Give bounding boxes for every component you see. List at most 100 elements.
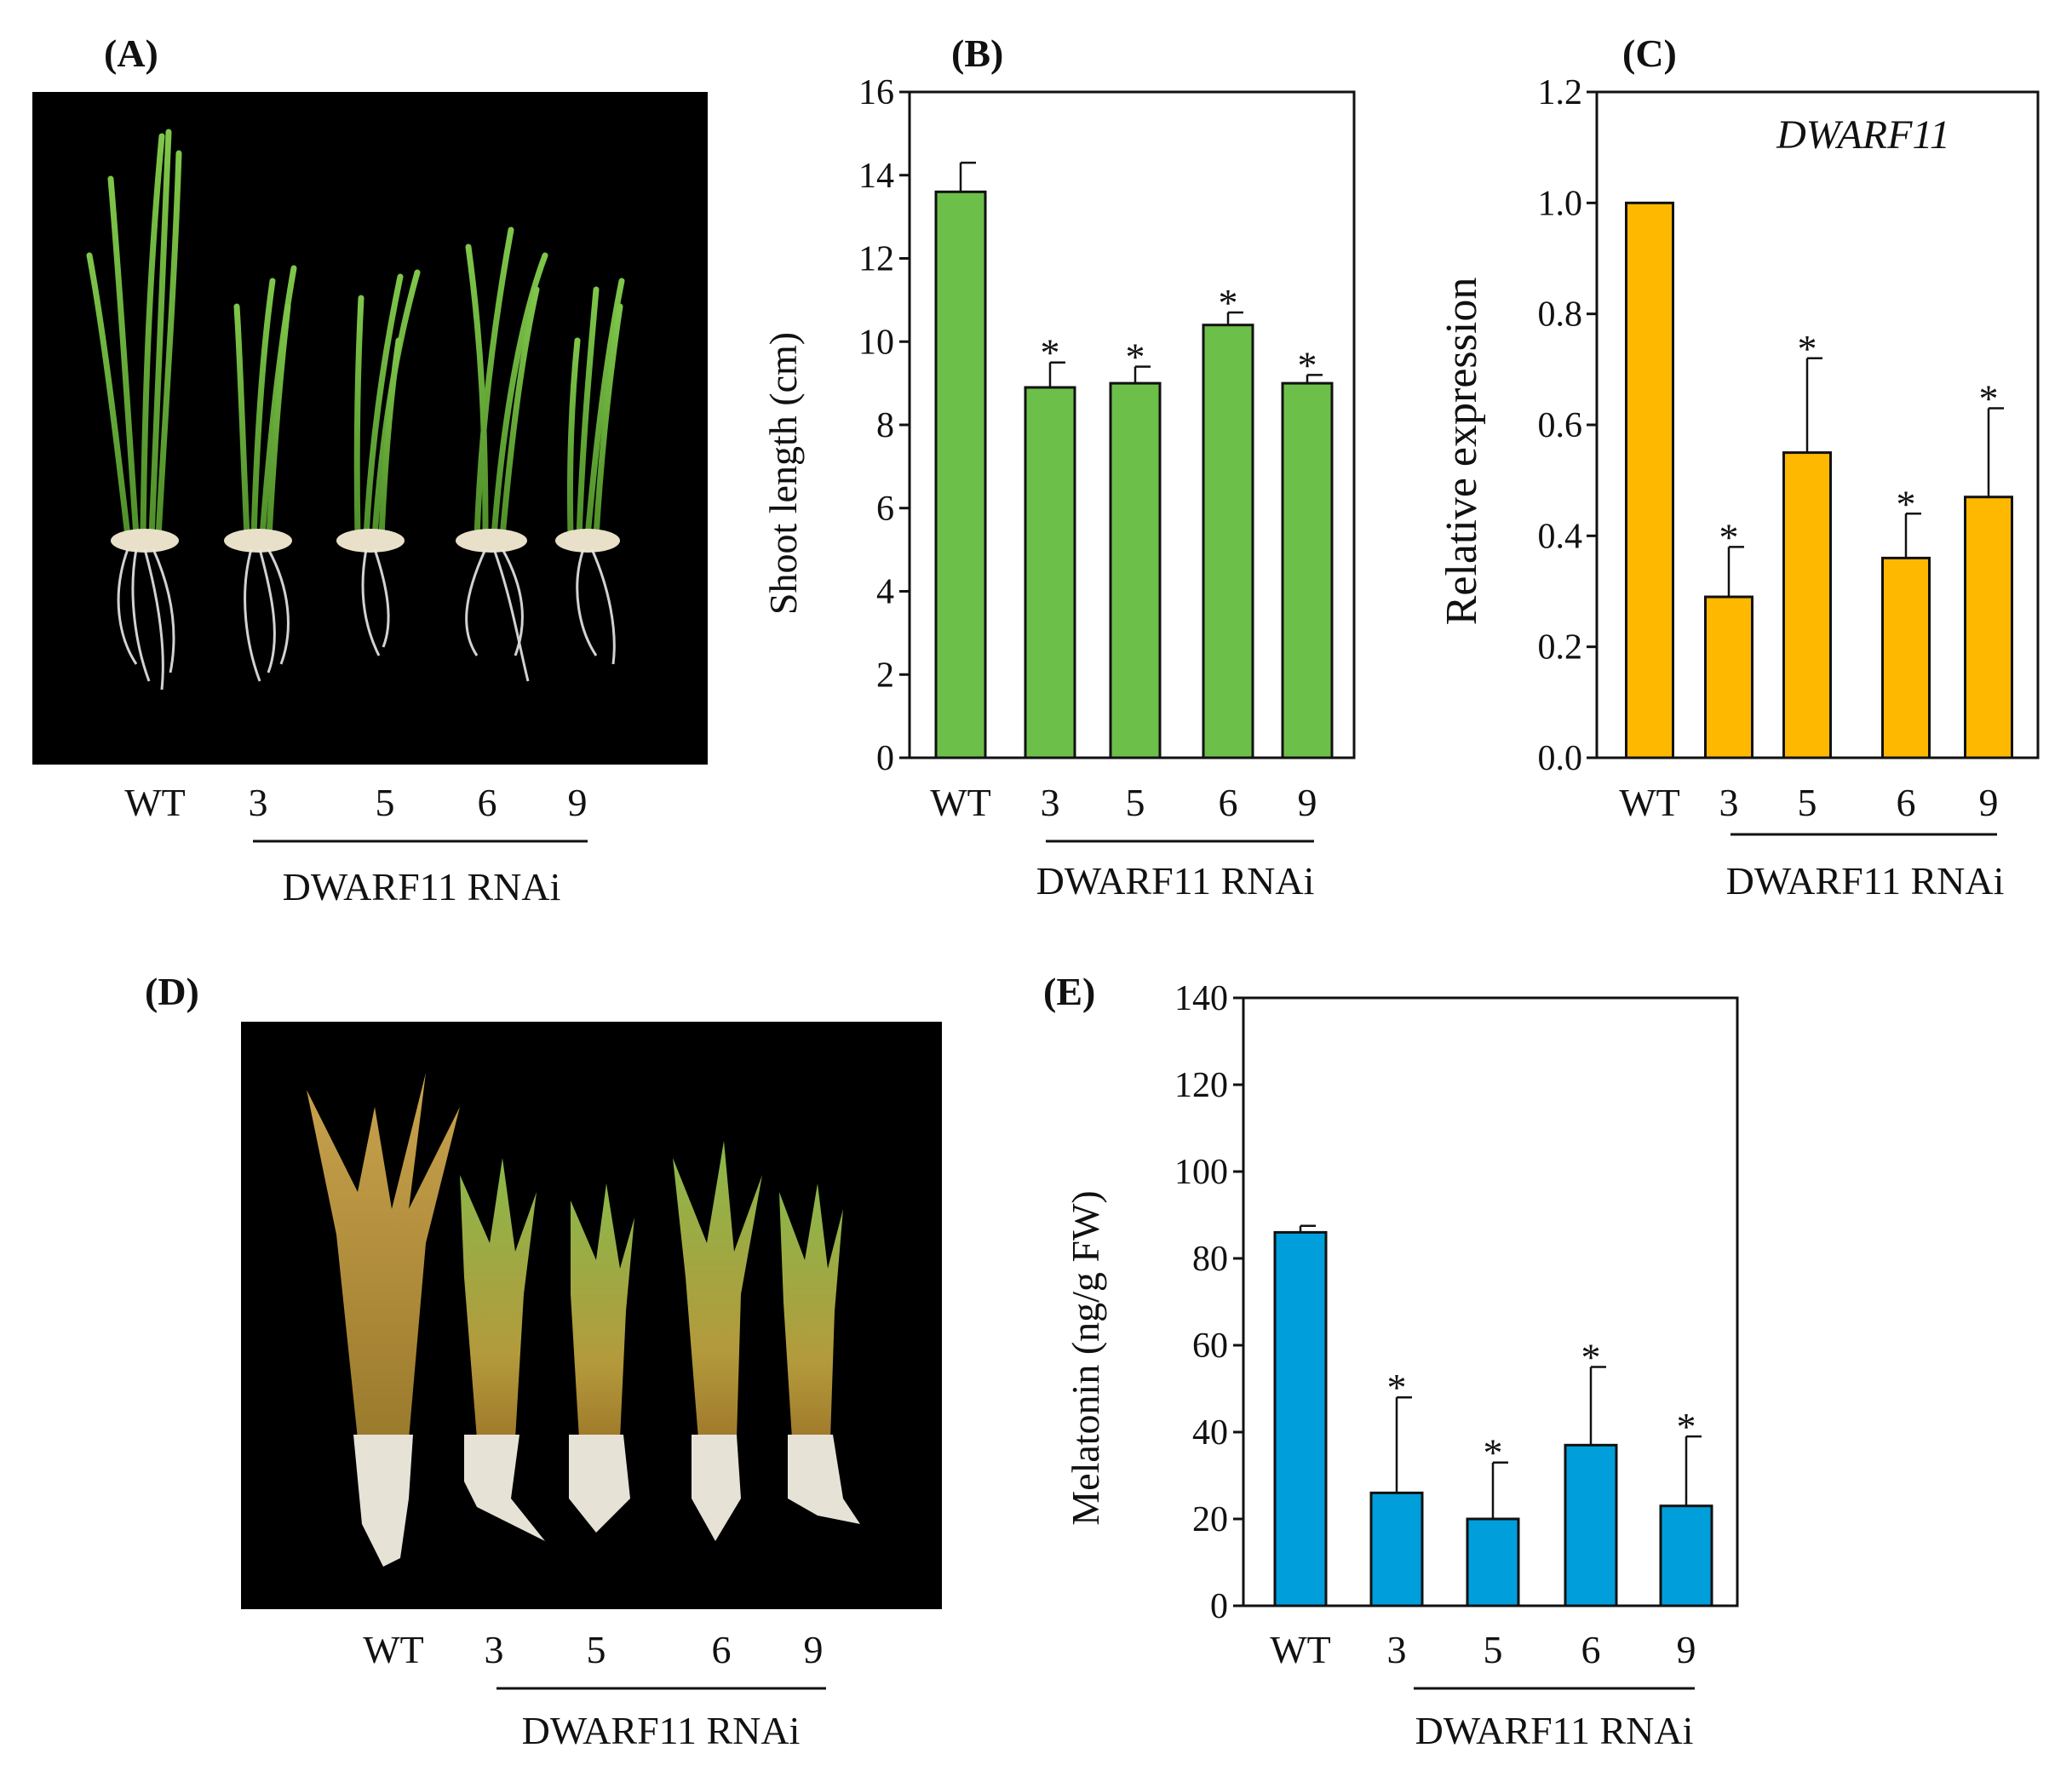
chart-c-bar-3 — [1704, 595, 1753, 759]
chart-e-category-label: 5 — [1484, 1628, 1503, 1671]
chart-e: (E) Melatonin (ng/g FW) * * * * 0 20 40 60 80 10… — [1043, 970, 1739, 1752]
chart-b-ytick-label: 10 — [858, 323, 894, 362]
chart-e-ytick-label: 0 — [1210, 1587, 1228, 1626]
chart-e-bar-9 — [1659, 1504, 1713, 1607]
chart-b-category-label: 3 — [1041, 781, 1060, 824]
chart-c-group-label: DWARF11 RNAi — [1726, 859, 2005, 903]
chart-e-ytick-label: 40 — [1192, 1413, 1228, 1453]
panel-d-cat-wt: WT — [363, 1628, 424, 1671]
chart-b-significance-star: * — [1126, 335, 1145, 379]
chart-c-ylabel: Relative expression — [1438, 278, 1486, 626]
chart-b-category-label: 9 — [1298, 781, 1317, 824]
chart-e-category-label: 3 — [1387, 1628, 1407, 1671]
chart-c-category-label: 9 — [1979, 781, 1999, 824]
chart-e-category-label: WT — [1270, 1628, 1331, 1671]
chart-e-significance-star: * — [1581, 1336, 1601, 1379]
chart-b-group-label: DWARF11 RNAi — [1036, 859, 1315, 903]
chart-e-ytick-label: 140 — [1174, 979, 1228, 1018]
chart-c-bar-5 — [1782, 451, 1832, 759]
chart-b-ytick-label: 2 — [876, 656, 894, 695]
chart-b-ytick-label: 4 — [876, 573, 894, 612]
chart-e-category-label: 6 — [1581, 1628, 1601, 1671]
chart-b-ytick-label: 0 — [876, 739, 894, 778]
chart-c-ytick-label: 0.0 — [1538, 739, 1583, 778]
chart-b-ytick-label: 16 — [858, 73, 894, 112]
seedling-photo-a — [32, 92, 708, 765]
panel-d-cat-6: 6 — [712, 1628, 732, 1671]
panel-d-cat-9: 9 — [804, 1628, 824, 1671]
chart-e-ytick-label: 100 — [1174, 1153, 1228, 1192]
chart-e-ytick-label: 120 — [1174, 1066, 1228, 1105]
chart-c-bar-6 — [1881, 556, 1931, 759]
chart-c-panel-label: (C) — [1622, 32, 1677, 75]
chart-b-bar-9 — [1281, 381, 1334, 759]
panel-a-cat-6: 6 — [478, 781, 497, 824]
chart-e-bar-wt — [1273, 1230, 1328, 1607]
chart-b-significance-star: * — [1219, 281, 1238, 324]
panel-d-categories: WT 3 5 6 9 — [363, 1628, 823, 1671]
chart-c-category-label: 6 — [1897, 781, 1916, 824]
chart-c-category-label: 3 — [1719, 781, 1739, 824]
chart-b-category-label: 6 — [1219, 781, 1238, 824]
chart-e-panel-label: (E) — [1043, 970, 1095, 1013]
chart-b-bar-6 — [1202, 324, 1254, 759]
chart-b-category-label: 5 — [1126, 781, 1145, 824]
chart-b-bar-5 — [1109, 381, 1162, 759]
panel-d-group-label: DWARF11 RNAi — [522, 1709, 801, 1752]
chart-c-title: DWARF11 — [1776, 112, 1950, 158]
chart-c-ytick-label: 1.2 — [1538, 73, 1583, 112]
panel-d: (D) WT 3 5 6 — [145, 970, 942, 1752]
chart-c-ytick-label: 1.0 — [1538, 184, 1583, 223]
chart-e-significance-star: * — [1387, 1366, 1407, 1409]
chart-c: (C) DWARF11 Relative expression * * * * 0.0… — [1438, 32, 2040, 903]
chart-c-bar-9 — [1964, 496, 2013, 759]
chart-e-ylabel: Melatonin (ng/g FW) — [1064, 1190, 1107, 1526]
chart-e-ytick-label: 80 — [1192, 1240, 1228, 1279]
chart-b-significance-star: * — [1298, 343, 1317, 387]
panel-a-cat-wt: WT — [124, 781, 186, 824]
chart-e-ytick-label: 60 — [1192, 1327, 1228, 1366]
chart-b-bar-3 — [1024, 386, 1076, 759]
chart-e-group-label: DWARF11 RNAi — [1415, 1709, 1694, 1752]
panel-a-cat-5: 5 — [376, 781, 395, 824]
chart-b-bar-wt — [934, 190, 987, 759]
panel-d-cat-5: 5 — [587, 1628, 606, 1671]
chart-b-significance-star: * — [1041, 331, 1060, 375]
panel-a-cat-3: 3 — [249, 781, 268, 824]
chart-b-ylabel: Shoot length (cm) — [761, 332, 805, 615]
chart-c-ytick-label: 0.2 — [1538, 628, 1583, 668]
chart-c-bar-wt — [1625, 201, 1674, 759]
chart-b: (B) Shoot length (cm) * * * * 0 2 4 6 8 10 12 14 16… — [761, 32, 1356, 903]
chart-b-panel-label: (B) — [951, 32, 1003, 75]
chart-c-category-label: WT — [1619, 781, 1680, 824]
chart-e-bar-3 — [1369, 1491, 1424, 1607]
chart-b-ytick-label: 14 — [858, 157, 894, 196]
chart-c-ytick-label: 0.6 — [1538, 406, 1583, 445]
chart-c-ytick-label: 0.4 — [1538, 517, 1583, 556]
panel-a-label: (A) — [104, 32, 158, 75]
panel-a-cat-9: 9 — [568, 781, 588, 824]
panel-a-group-label: DWARF11 RNAi — [283, 865, 561, 908]
chart-e-bar-6 — [1564, 1443, 1618, 1607]
chart-e-significance-star: * — [1677, 1405, 1696, 1448]
chart-b-ytick-label: 6 — [876, 490, 894, 529]
chart-c-category-label: 5 — [1798, 781, 1817, 824]
chart-c-significance-star: * — [1719, 515, 1739, 559]
plant-photo-d — [241, 1022, 942, 1609]
chart-c-significance-star: * — [1897, 482, 1916, 525]
chart-c-significance-star: * — [1798, 327, 1817, 370]
panel-d-cat-3: 3 — [485, 1628, 504, 1671]
panel-a-categories: WT 3 5 6 9 — [124, 781, 587, 824]
chart-b-ytick-label: 12 — [858, 240, 894, 279]
chart-c-ytick-label: 0.8 — [1538, 295, 1583, 335]
chart-e-bar-5 — [1466, 1517, 1520, 1607]
chart-b-ytick-label: 8 — [876, 406, 894, 445]
chart-e-ytick-label: 20 — [1192, 1500, 1228, 1539]
chart-c-significance-star: * — [1979, 376, 1999, 420]
chart-e-category-label: 9 — [1677, 1628, 1696, 1671]
chart-e-significance-star: * — [1484, 1431, 1503, 1475]
panel-a: (A) — [32, 32, 708, 908]
panel-d-label: (D) — [145, 970, 199, 1013]
chart-b-category-label: WT — [930, 781, 991, 824]
